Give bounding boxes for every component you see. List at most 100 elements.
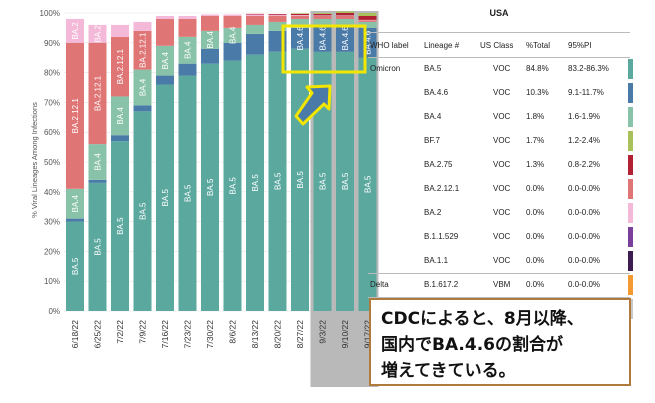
annotations	[281, 24, 367, 126]
cell-lineage: BA.2.75	[424, 160, 453, 169]
table-divider	[368, 297, 630, 298]
x-tick-label: 7/2/22	[115, 320, 125, 344]
callout-line: CDCによると、8月以降、	[381, 309, 584, 329]
cell-lineage: BA.1.1	[424, 256, 449, 265]
cell-total: 0.0%	[526, 280, 545, 289]
cell-lineage: B.1.617.2	[424, 280, 459, 289]
bar-segment	[358, 20, 377, 22]
segment-label: BA.4	[94, 153, 103, 171]
lineage-color-swatch	[628, 83, 633, 103]
callout-line: 国内でBA.4.6の割合が	[381, 335, 564, 355]
bar-segment	[111, 36, 129, 97]
cell-total: 0.0%	[526, 208, 545, 217]
bar-segment	[246, 33, 264, 55]
x-tick-label: 6/25/22	[93, 320, 103, 349]
bar-segment	[246, 13, 264, 15]
bar-segment	[178, 75, 197, 311]
bar-segment	[313, 13, 332, 14]
lineage-color-swatch	[628, 131, 633, 151]
lineage-color-swatch	[628, 155, 633, 175]
y-tick-label: 50%	[44, 158, 60, 167]
bar-segment	[336, 13, 354, 16]
segment-label: BA.4	[161, 51, 170, 69]
segment-label: BA.4	[139, 78, 148, 96]
segment-label: BA.4	[229, 26, 238, 44]
bar-segment	[336, 24, 354, 52]
y-tick-label: 20%	[44, 247, 60, 256]
bar-segment	[133, 69, 152, 106]
y-tick-label: 40%	[44, 188, 60, 197]
bar-segment	[358, 57, 377, 312]
cell-pi: 0.8-2.2%	[568, 160, 601, 169]
y-tick-label: 10%	[44, 277, 60, 286]
segment-label: BA.5	[364, 175, 373, 193]
bar-segment	[133, 105, 152, 112]
segment-label: BA.5	[206, 178, 215, 196]
segment-label: BA.5	[229, 177, 238, 195]
segment-label: BA.5	[319, 172, 328, 190]
bar-segment	[88, 179, 107, 183]
bar-segment	[313, 15, 332, 19]
y-tick-label: 80%	[44, 69, 60, 78]
cell-total: 0.0%	[526, 232, 545, 241]
bar-segment	[336, 51, 354, 312]
table-divider	[368, 32, 630, 33]
header-95pi: 95%PI	[568, 41, 592, 50]
segment-label: BA.2.12.1	[139, 32, 148, 68]
x-tick-label: 7/9/22	[138, 320, 148, 344]
cell-lineage: BA.4	[424, 112, 442, 121]
bar-segment	[313, 18, 332, 25]
bar-segment	[156, 84, 174, 312]
segment-label: BA.5	[139, 202, 148, 220]
segment-label: BA.4.6	[296, 26, 305, 51]
bar-segment	[291, 13, 309, 14]
segment-label: BA.5	[184, 184, 193, 202]
table-row: Delta B.1.617.2 VBM 0.0% 0.0-0.0%	[368, 273, 630, 297]
cell-cls: VOC	[493, 256, 511, 265]
bar-segment	[268, 15, 287, 16]
bar-segment	[268, 21, 287, 31]
bar-segment	[156, 15, 174, 19]
bar-segment	[223, 15, 242, 28]
segment-labels: BA.5 BA.4 BA.2.12.1 BA.2 BA.5 BA.4 BA.2.12.1 BA…	[71, 22, 373, 275]
bar-segment	[88, 24, 107, 43]
cell-cls: VOC	[493, 64, 511, 73]
bar-segment	[336, 11, 354, 13]
bar-segment	[133, 111, 152, 311]
x-tick-label: 6/18/22	[70, 320, 80, 349]
segment-label: BA.5	[161, 189, 170, 207]
segment-label: BA.4.6	[341, 26, 350, 51]
x-tick-label: 9/10/22	[340, 320, 350, 349]
callout-box: CDCによると、8月以降、 国内でBA.4.6の割合が 増えてきている。	[369, 298, 631, 386]
cell-pi: 0.0-0.0%	[568, 232, 601, 241]
bar-segment	[201, 14, 219, 16]
bar-segment	[358, 27, 377, 58]
header-who-label: WHO label	[370, 41, 409, 50]
bar-segment	[291, 13, 309, 16]
cell-total: 10.3%	[526, 88, 549, 97]
table-title: USA	[489, 8, 509, 18]
cell-lineage: BA.2	[424, 208, 442, 217]
segment-label: BA.5	[71, 257, 80, 275]
bar-segment	[178, 18, 197, 37]
y-tick-label: 70%	[44, 98, 60, 107]
table-row: B.1.1.529 VOC 0.0% 0.0-0.0%	[368, 225, 630, 249]
y-tick-label: 60%	[44, 128, 60, 137]
table-row: BA.4 VOC 1.8% 1.6-1.9%	[368, 105, 630, 129]
cell-total: 1.3%	[526, 160, 545, 169]
highlight-box	[281, 24, 367, 74]
bar-segment	[66, 42, 84, 189]
bar-segment	[313, 13, 332, 16]
bar-segment	[201, 15, 219, 31]
callout-line: 増えてきている。	[381, 361, 516, 381]
bar-segment	[291, 15, 309, 16]
bar-segment	[223, 14, 242, 16]
cell-cls: VOC	[493, 112, 511, 121]
header-lineage: Lineage #	[424, 41, 460, 50]
bar-segment	[246, 24, 264, 34]
x-tick-label: 7/23/22	[183, 320, 193, 349]
segment-label: BA.2	[94, 25, 103, 43]
x-tick-label: 7/30/22	[205, 320, 215, 349]
cell-total: 1.7%	[526, 136, 545, 145]
bar-segment	[358, 13, 377, 16]
